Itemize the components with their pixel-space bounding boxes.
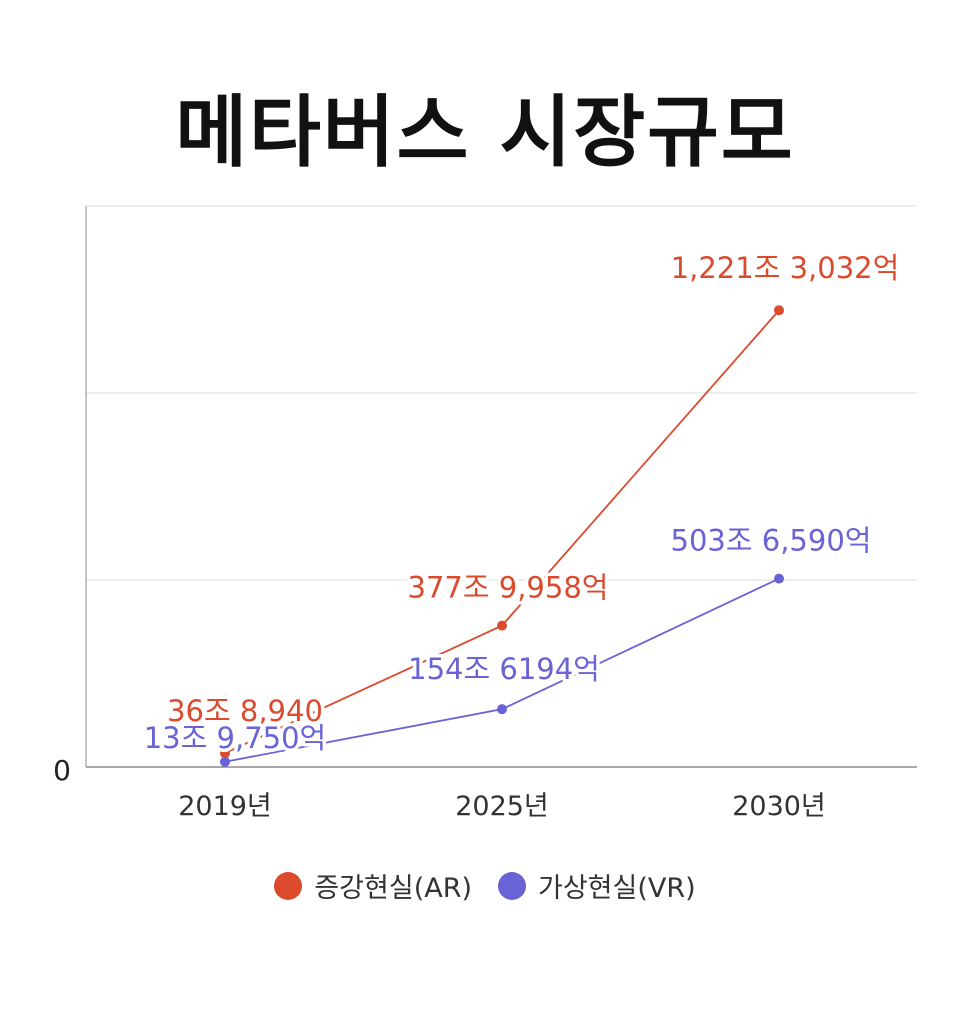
legend-label-ar: 증강현실(AR) [314,873,472,904]
data-label: 377조 9,958억 [408,571,609,605]
data-label: 1,221조 3,032억 [671,251,900,285]
chart-title: 메타버스 시장규모 [175,88,795,178]
legend-marker-vr [498,871,526,900]
data-label: 503조 6,590억 [671,524,872,558]
legend-label-vr: 가상현실(VR) [538,873,696,904]
data-point [774,573,784,584]
data-point [774,305,784,316]
data-point [220,748,230,759]
legend: 증강현실(AR) 가상현실(VR) [0,866,970,905]
x-tick-label: 2030년 [732,791,826,822]
data-point [497,620,507,631]
legend-marker-ar [274,871,303,900]
data-point [497,704,507,715]
legend-item-ar[interactable]: 증강현실(AR) [274,866,472,905]
y-tick-label: 0 [53,754,71,787]
x-tick-label: 2025년 [455,791,549,822]
legend-item-vr[interactable]: 가상현실(VR) [498,866,696,905]
data-point [220,756,230,767]
x-tick-label: 2019년 [178,791,272,822]
data-label: 36조 8,940 [167,694,323,728]
data-label: 13조 9,750억 [144,721,327,755]
data-label: 154조 6194억 [408,652,600,686]
